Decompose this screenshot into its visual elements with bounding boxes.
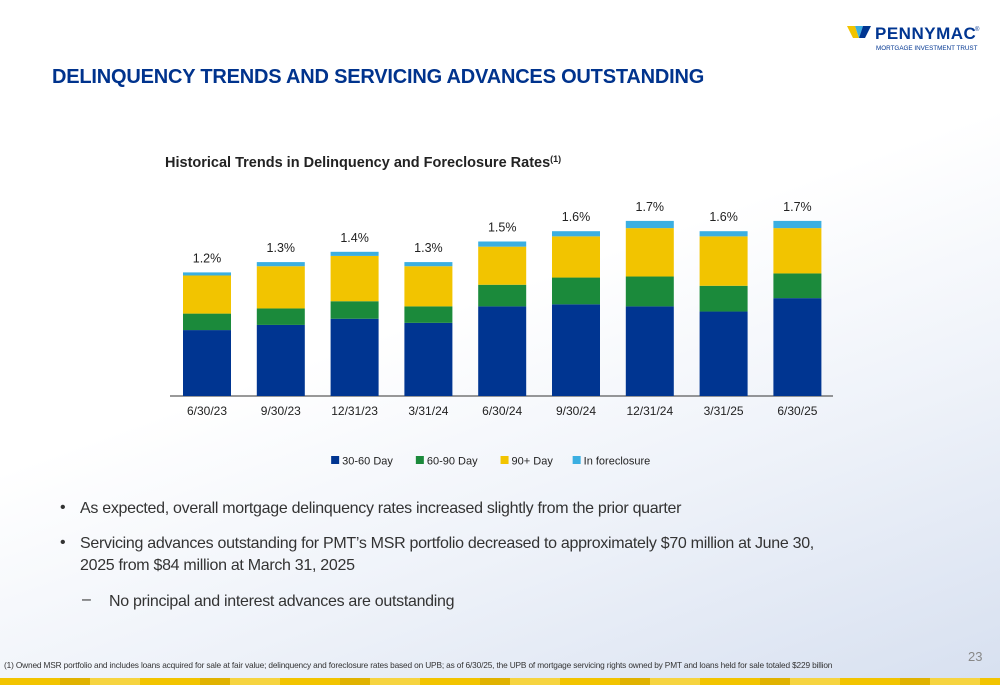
bar-segment [478, 284, 527, 307]
total-label: 1.4% [340, 231, 369, 245]
bar-segment [699, 285, 748, 312]
chart-title: Historical Trends in Delinquency and For… [165, 154, 561, 171]
bar-segment [256, 308, 305, 325]
footer-stripe [0, 678, 1000, 685]
legend-label: In foreclosure [584, 456, 651, 468]
bar-segment [773, 220, 822, 229]
bar-segment [699, 231, 748, 237]
bar-segment [404, 266, 453, 307]
logo-name: PENNYMAC [875, 24, 976, 43]
sub-bullet-dash: – [82, 591, 91, 608]
legend-swatch [500, 456, 509, 464]
bar-segment [625, 228, 674, 277]
bar-segment [330, 255, 379, 302]
x-tick-label: 12/31/23 [331, 404, 378, 418]
x-tick-label: 12/31/24 [626, 404, 673, 418]
logo-tagline: MORTGAGE INVESTMENT TRUST [876, 45, 978, 52]
page-number: 23 [968, 649, 983, 664]
bar-segment [478, 241, 527, 247]
x-tick-label: 3/31/24 [408, 404, 448, 418]
legend-label: 60-90 Day [427, 456, 478, 468]
sub-bullet: No principal and interest advances are o… [109, 593, 455, 610]
x-tick-label: 6/30/24 [482, 404, 522, 418]
legend-swatch [331, 456, 340, 464]
bar-segment [256, 262, 305, 267]
legend-swatch [572, 456, 581, 464]
footnote: (1) Owned MSR portfolio and includes loa… [4, 660, 833, 670]
total-label: 1.6% [562, 210, 591, 224]
bar-segment [699, 236, 748, 286]
legend-swatch [415, 456, 424, 464]
bar-segment [183, 272, 231, 276]
chart-title-text: Historical Trends in Delinquency and For… [165, 155, 550, 171]
x-tick-label: 9/30/24 [556, 404, 596, 418]
x-tick-label: 3/31/25 [704, 404, 744, 418]
logo-icon [859, 26, 871, 38]
bar-segment [404, 262, 453, 267]
legend-label: 30-60 Day [342, 456, 393, 468]
legend-label: 90+ Day [512, 456, 554, 468]
bar-segment [773, 298, 822, 396]
bar-segment [330, 301, 379, 319]
logo: PENNYMAC ® MORTGAGE INVESTMENT TRUST [847, 24, 980, 52]
bar-segment [552, 277, 600, 305]
x-tick-label: 6/30/23 [187, 404, 227, 418]
chart-title-note: (1) [550, 154, 561, 164]
bar-segment [183, 275, 231, 314]
bar-segment [330, 318, 379, 396]
total-label: 1.3% [414, 241, 443, 255]
total-label: 1.7% [636, 200, 665, 214]
bar-segment [625, 276, 674, 307]
logo-icon [855, 26, 863, 38]
bar-segment [625, 306, 674, 396]
bar-segment [478, 246, 527, 285]
bullet: Servicing advances outstanding for PMT’s… [80, 535, 814, 574]
x-tick-label: 9/30/23 [261, 404, 301, 418]
bar-segment [183, 313, 231, 331]
total-label: 1.6% [709, 210, 738, 224]
bar-segment [552, 231, 600, 237]
bar-segment [699, 311, 748, 396]
total-label: 1.5% [488, 221, 517, 235]
total-label: 1.2% [193, 251, 222, 265]
bar-segment [183, 330, 231, 396]
bar-segment [625, 220, 674, 229]
bar-segment [404, 322, 453, 396]
total-label: 1.7% [783, 200, 812, 214]
bullet-dot: • [60, 499, 66, 516]
bar-segment [552, 304, 600, 396]
bar-segment [478, 306, 527, 396]
bar-segment [773, 228, 822, 274]
bar-segment [330, 251, 379, 256]
bar-segment [256, 266, 305, 309]
bar-segment [552, 236, 600, 278]
bar-segment [256, 324, 305, 396]
bullet: As expected, overall mortgage delinquenc… [80, 500, 682, 517]
logo-mark: ® [975, 26, 980, 33]
total-label: 1.3% [267, 241, 296, 255]
bullet-dot: • [60, 534, 66, 551]
x-tick-label: 6/30/25 [777, 404, 817, 418]
chart: Historical Trends in Delinquency and For… [165, 154, 833, 468]
bar-segment [404, 306, 453, 323]
heading: DELINQUENCY TRENDS AND SERVICING ADVANCE… [52, 66, 705, 88]
bar-segment [773, 273, 822, 299]
